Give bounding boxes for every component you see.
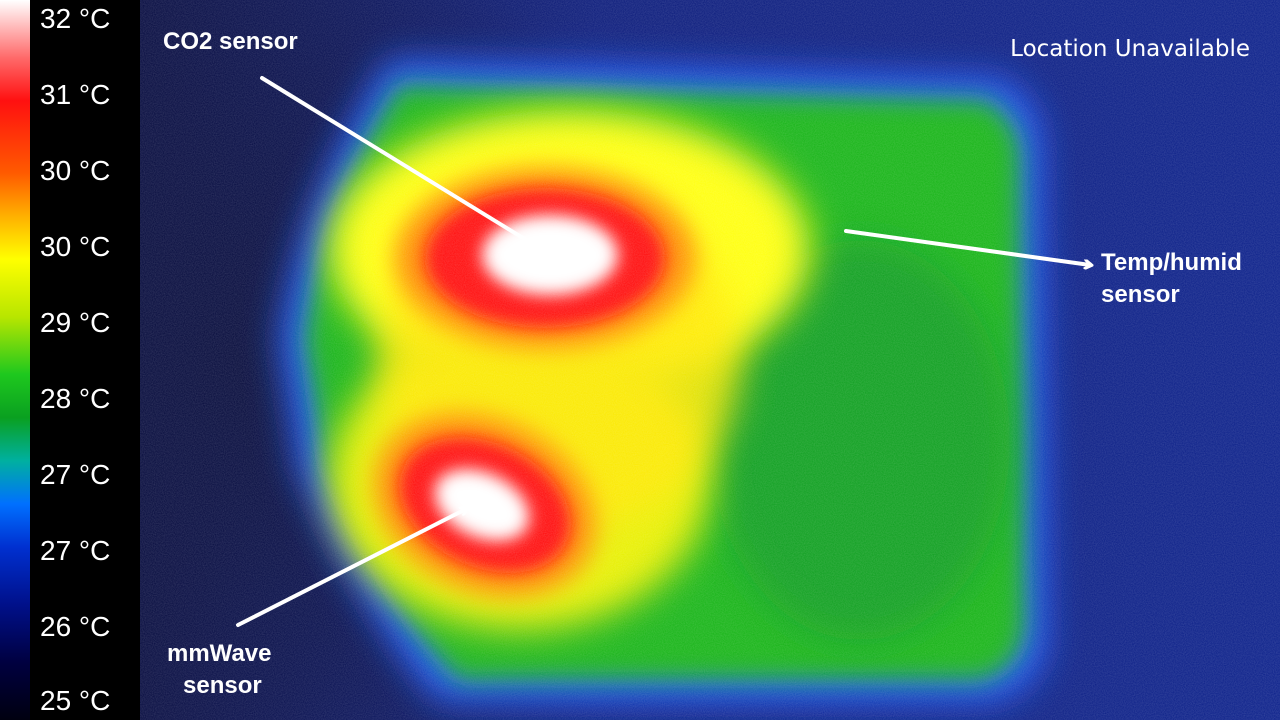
scale-label-max: 32 °C [40,3,111,34]
scale-label: 29 °C [40,307,111,338]
scale-label: 27 °C [40,459,111,490]
scale-label: 26 °C [40,611,111,642]
mmwave-label-line1: mmWave [167,640,272,667]
scale-label: 30 °C [40,231,111,262]
heat-map-graphic [140,0,1280,720]
location-status: Location Unavailable [1010,36,1250,62]
temp-humid-label-line1: Temp/humid [1101,249,1242,276]
co2-arrow [260,76,536,246]
scale-label: 30 °C [40,155,111,186]
scale-labels-panel [30,0,140,720]
scale-label: 27 °C [40,535,111,566]
scale-label: 31 °C [40,79,111,110]
mmwave-arrow [236,509,466,627]
co2-sensor-label: CO2 sensor [163,28,298,55]
scale-label-min: 25 °C [40,685,111,716]
temp-humid-arrow [844,229,1090,265]
thermal-image [140,0,1280,720]
scale-label: 28 °C [40,383,111,414]
temp-humid-label-line2: sensor [1101,281,1180,308]
temperature-color-scale [0,0,30,720]
mmwave-label-line2: sensor [183,672,262,699]
